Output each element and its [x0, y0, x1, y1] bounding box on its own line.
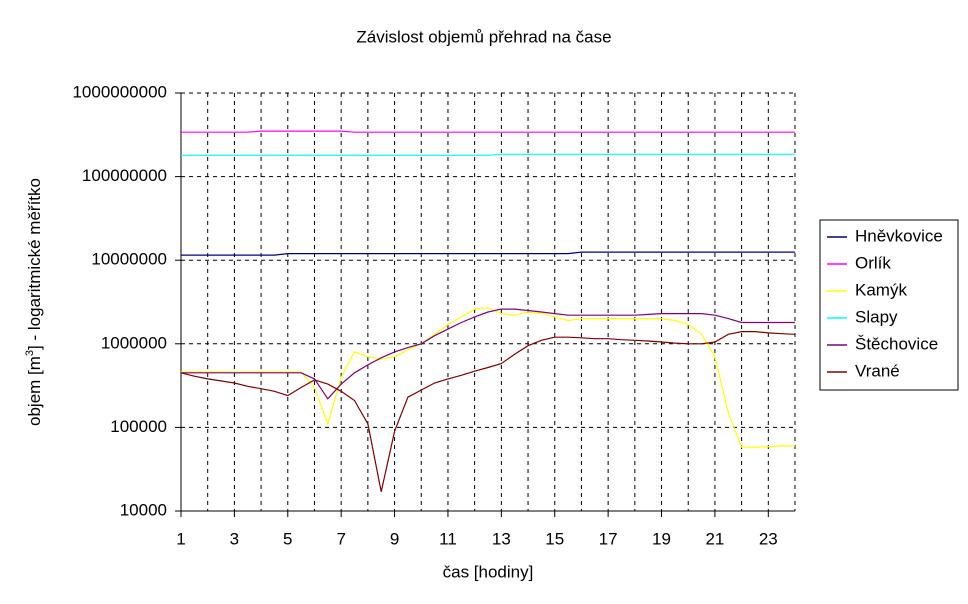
x-tick-label: 13 [492, 529, 511, 548]
x-tick-label: 19 [652, 529, 671, 548]
x-tick-label: 23 [759, 529, 778, 548]
series-line [181, 153, 795, 156]
legend-label: Slapy [855, 307, 898, 326]
y-axis-label: objem [m3] - logaritmické měřítko [24, 178, 45, 426]
x-tick-label: 1 [176, 529, 185, 548]
y-label-sup: 3 [24, 350, 36, 356]
x-tick-label: 17 [599, 529, 618, 548]
series-line [181, 251, 795, 256]
x-tick-label: 11 [439, 529, 457, 548]
y-tick-label: 1000000 [101, 333, 167, 352]
y-tick-label: 100000000 [82, 166, 167, 185]
legend-label: Štěchovice [855, 334, 938, 353]
x-tick-label: 7 [336, 529, 345, 548]
x-tick-label: 5 [283, 529, 292, 548]
x-tick-label: 9 [390, 529, 399, 548]
legend-box [819, 219, 959, 391]
y-tick-label: 100000 [110, 417, 167, 436]
chart-title: Závislost objemů přehrad na čase [356, 27, 611, 46]
y-label-part: objem [m [25, 356, 44, 426]
series-line [181, 307, 795, 448]
x-tick-label: 15 [545, 529, 564, 548]
y-tick-label: 10000000 [91, 250, 167, 269]
series-line [181, 308, 795, 400]
x-axis-label: čas [hodiny] [443, 562, 534, 581]
x-tick-label: 3 [230, 529, 239, 548]
y-label-part: ] - logaritmické měřítko [25, 178, 44, 350]
legend-label: Hněvkovice [855, 226, 943, 245]
series-line [180, 331, 796, 492]
legend-label: Kamýk [855, 280, 907, 299]
y-tick-label: 1000000000 [72, 82, 167, 101]
series-line [181, 130, 795, 133]
legend-label: Vrané [855, 361, 900, 380]
legend-label: Orlík [855, 253, 891, 272]
y-tick-label: 10000 [120, 500, 167, 519]
x-tick-label: 21 [705, 529, 724, 548]
